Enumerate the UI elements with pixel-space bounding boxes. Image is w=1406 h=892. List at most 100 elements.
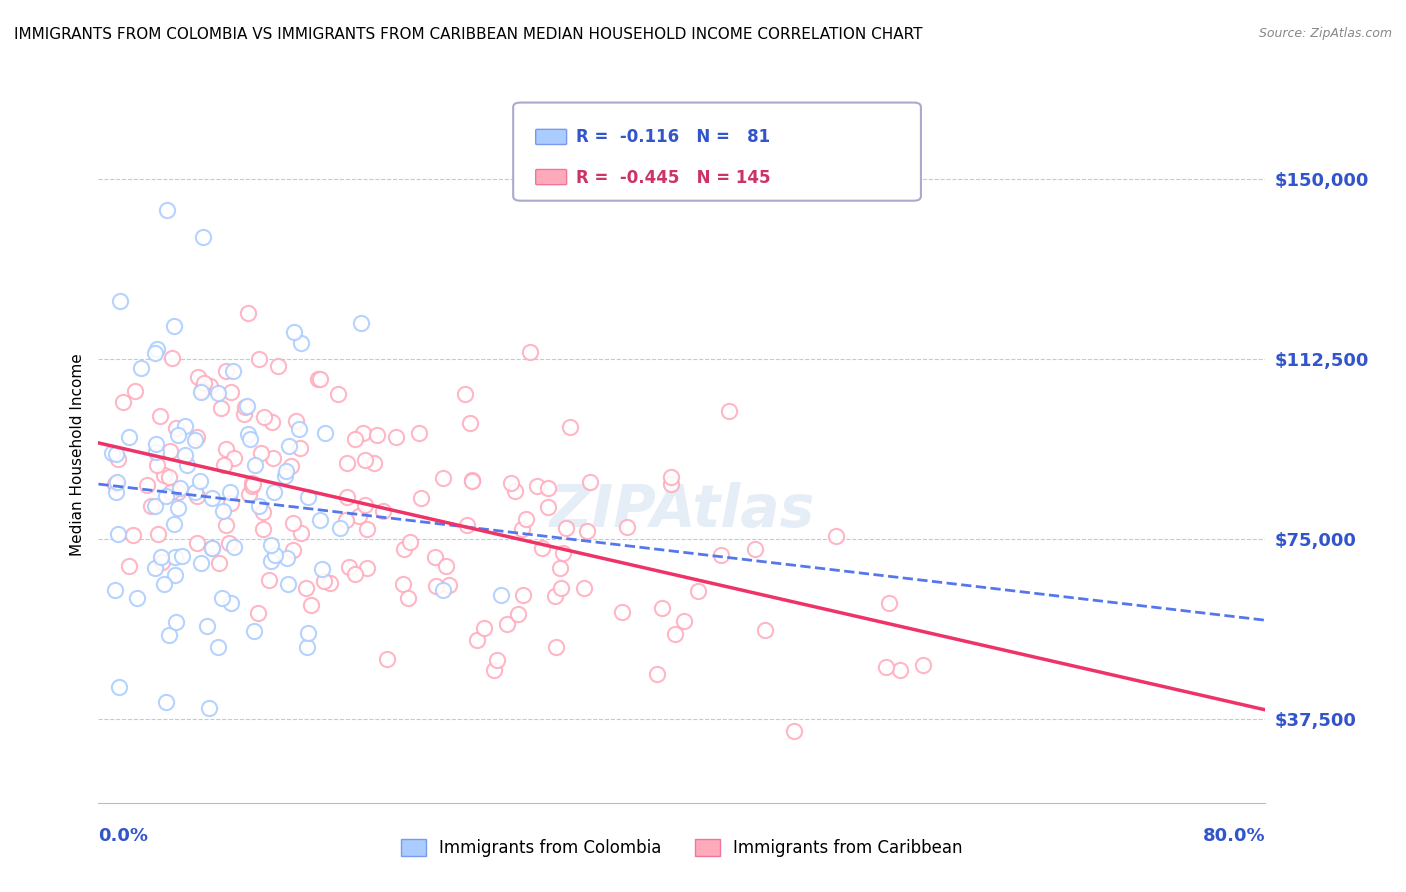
Point <box>349 508 371 523</box>
Point <box>344 433 367 447</box>
Text: 0.0%: 0.0% <box>98 827 149 845</box>
Point <box>193 230 215 244</box>
Point <box>186 430 208 444</box>
Point <box>219 484 242 499</box>
Point <box>290 336 312 351</box>
Point <box>554 521 576 535</box>
Point <box>122 528 145 542</box>
Point <box>200 541 222 556</box>
Point <box>877 596 900 610</box>
Point <box>688 584 710 599</box>
Point <box>155 489 177 503</box>
Point <box>215 364 238 378</box>
Text: ZIPAtlas: ZIPAtlas <box>550 482 814 539</box>
Point <box>149 409 172 423</box>
Point <box>184 485 207 500</box>
Point <box>149 550 172 565</box>
Legend: Immigrants from Colombia, Immigrants from Caribbean: Immigrants from Colombia, Immigrants fro… <box>394 832 970 864</box>
Point <box>274 469 297 483</box>
Point <box>354 499 377 513</box>
Point <box>454 387 477 401</box>
Point <box>336 456 359 470</box>
Point <box>350 316 373 330</box>
Point <box>295 640 318 654</box>
Point <box>165 568 187 582</box>
Point <box>224 450 246 465</box>
Y-axis label: Median Household Income: Median Household Income <box>69 353 84 557</box>
Point <box>167 484 190 499</box>
Point <box>579 475 602 490</box>
Point <box>783 723 806 738</box>
Point <box>311 562 333 576</box>
Point <box>150 555 173 569</box>
Point <box>118 558 141 573</box>
Point <box>465 632 488 647</box>
Point <box>143 499 166 513</box>
Point <box>187 370 209 384</box>
Point <box>285 414 308 428</box>
Point <box>209 401 232 415</box>
Point <box>193 376 215 390</box>
Point <box>616 519 638 533</box>
Point <box>408 425 430 440</box>
Point <box>572 581 595 595</box>
Point <box>163 517 186 532</box>
Point <box>174 448 197 462</box>
Point <box>260 415 283 429</box>
Point <box>295 582 318 596</box>
Point <box>911 657 934 672</box>
Point <box>647 667 669 681</box>
Point <box>186 489 208 503</box>
Point <box>250 446 273 460</box>
Point <box>153 577 176 591</box>
Point <box>145 437 167 451</box>
Point <box>825 529 848 543</box>
Point <box>104 582 127 597</box>
Point <box>434 559 457 574</box>
Point <box>219 384 242 399</box>
Point <box>260 554 283 568</box>
Point <box>512 588 534 602</box>
Point <box>107 451 129 466</box>
Point <box>221 496 243 510</box>
Point <box>537 481 560 495</box>
Point <box>190 385 212 400</box>
Point <box>243 624 266 638</box>
Point <box>186 536 208 550</box>
Point <box>124 384 146 398</box>
Point <box>143 346 166 360</box>
Point <box>312 574 335 589</box>
Point <box>276 551 298 566</box>
Point <box>184 434 207 448</box>
Point <box>104 477 127 491</box>
Point <box>550 581 572 595</box>
Point <box>672 614 695 628</box>
Point <box>546 640 568 654</box>
Point <box>222 540 245 554</box>
Point <box>299 598 322 612</box>
Point <box>283 516 305 531</box>
Point <box>257 573 280 587</box>
Point <box>222 364 245 378</box>
Point <box>201 541 224 556</box>
Point <box>889 663 911 677</box>
Point <box>515 512 537 526</box>
Point <box>396 591 419 606</box>
Point <box>198 379 221 393</box>
Point <box>326 387 349 401</box>
Point <box>423 550 446 565</box>
Point <box>385 430 408 444</box>
Point <box>157 470 180 484</box>
Point <box>278 439 301 453</box>
Point <box>215 442 238 457</box>
Point <box>242 477 264 491</box>
Point <box>354 453 377 467</box>
Point <box>118 430 141 444</box>
Point <box>319 575 342 590</box>
Point <box>266 359 288 373</box>
Point <box>263 484 285 499</box>
Point <box>239 432 262 446</box>
Point <box>107 527 129 541</box>
Point <box>508 607 530 621</box>
Point <box>501 475 523 490</box>
